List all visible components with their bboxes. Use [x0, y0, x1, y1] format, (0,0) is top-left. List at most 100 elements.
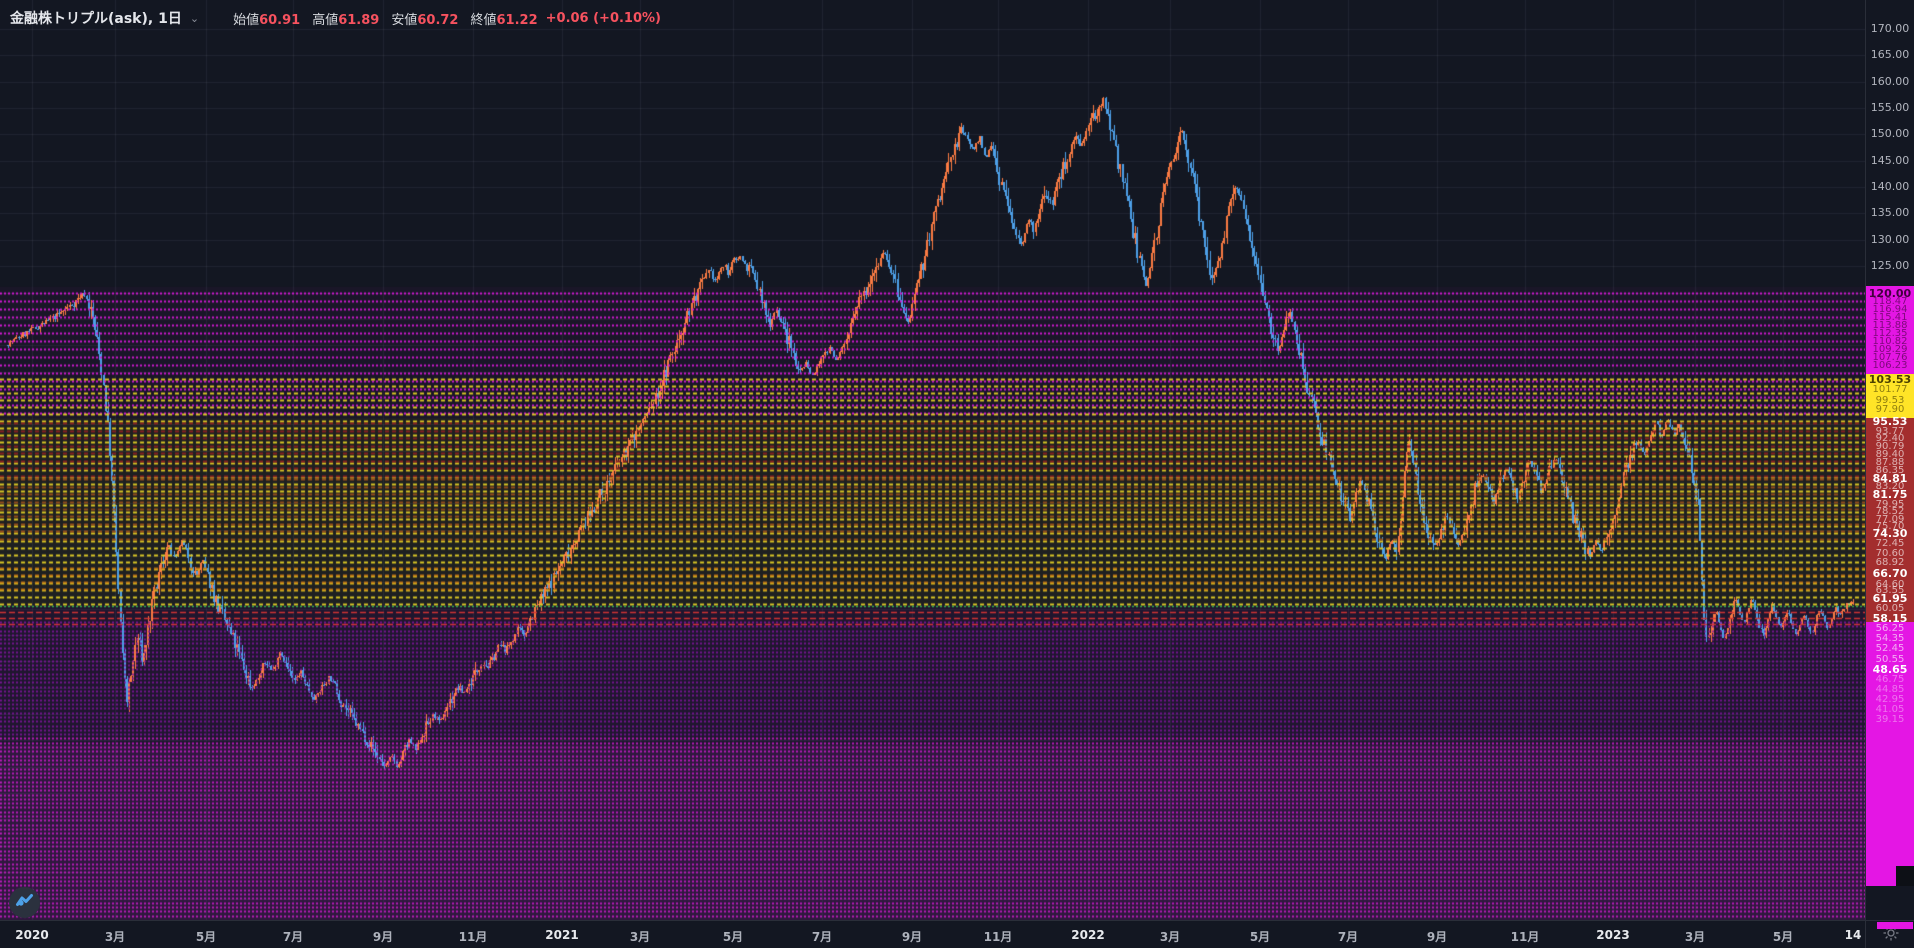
time-tick-label: 9月 [372, 930, 394, 944]
price-tick-label: 140.00 [1870, 180, 1910, 194]
tradingview-logo[interactable] [9, 887, 40, 918]
level-price-label: 52.45 [1875, 643, 1905, 655]
price-axis[interactable]: 170.00 165.00 160.00 155.00 150.00 145.00 140.… [1865, 0, 1914, 920]
level-price-label: 54.35 [1875, 633, 1905, 645]
level-price-label: 118.47 [1872, 295, 1908, 307]
level-price-label: 115.41 [1872, 311, 1908, 323]
level-price-label: 41.05 [1875, 703, 1905, 715]
level-price-label: 58.15 [1872, 612, 1908, 626]
price-tick-label: 165.00 [1870, 48, 1910, 62]
level-price-label: 101.77 [1872, 383, 1908, 395]
time-tick-label: 5月 [195, 930, 217, 944]
level-price-label: 48.65 [1872, 662, 1908, 676]
level-price-label: 63.55 [1875, 584, 1905, 596]
time-tick-label: 2023 [1596, 928, 1630, 942]
level-price-label: 42.95 [1875, 693, 1905, 705]
price-tick-label: 125.00 [1870, 259, 1910, 273]
level-price-label: 112.35 [1872, 327, 1908, 339]
time-tick-label: 11月 [458, 930, 488, 944]
level-label-block-magenta-top: 120.00 118.47 116.94 115.41 113.88 112.35 110.… [1866, 286, 1914, 374]
level-price-label: 83.20 [1875, 481, 1905, 493]
time-tick-label: 7月 [811, 930, 833, 944]
close-value: 終値61.22 [470, 9, 537, 28]
price-tick-label: 160.00 [1870, 74, 1910, 88]
level-price-label: 77.09 [1875, 513, 1905, 525]
level-price-label: 64.60 [1875, 579, 1905, 591]
level-price-label: 46.75 [1875, 673, 1905, 685]
change-badge: +0.06 (+0.10%) [545, 10, 661, 26]
level-price-label: 106.23 [1872, 360, 1908, 372]
price-tick-label: 145.00 [1870, 153, 1910, 167]
close-number: 61.22 [496, 12, 538, 28]
ohlc-row: 始値60.91 高値61.89 安値60.72 終値61.22 [233, 9, 538, 28]
level-price-label: 75.70 [1875, 520, 1905, 532]
time-tick-label: 7月 [1337, 930, 1359, 944]
interval-label: 1日 [158, 11, 182, 27]
time-tick-label: 3月 [104, 930, 126, 944]
time-tick-label: 2022 [1071, 928, 1105, 942]
low-label: 安値 [391, 12, 418, 28]
level-price-label: 68.92 [1875, 556, 1905, 568]
level-price-label: 107.76 [1872, 352, 1908, 363]
level-label-block-yellow: 103.53 101.77 99.53 97.90 [1866, 374, 1914, 418]
time-tick-label: 5月 [1772, 930, 1794, 944]
level-price-label: 60.05 [1875, 603, 1905, 615]
level-price-label: 61.95 [1872, 592, 1908, 606]
level-price-label: 99.53 [1875, 395, 1905, 407]
level-price-label: 113.88 [1872, 319, 1908, 331]
symbol-title[interactable]: 金融株トリプル(ask), 1日 [10, 11, 182, 27]
level-price-label: 116.94 [1872, 303, 1908, 315]
symbol-legend: 金融株トリプル(ask), 1日 ⌄ 始値60.91 高値61.89 安値60.… [10, 8, 661, 28]
level-price-label: 50.55 [1875, 653, 1905, 665]
time-tick-label: 3月 [1159, 930, 1181, 944]
level-price-label: 79.95 [1875, 498, 1905, 510]
level-price-label: 72.45 [1875, 538, 1905, 550]
time-tick-label: 3月 [1684, 930, 1706, 944]
price-tick-label: 155.00 [1870, 101, 1910, 115]
high-number: 61.89 [338, 12, 380, 28]
open-value: 始値60.91 [233, 9, 300, 28]
close-label: 終値 [470, 12, 497, 28]
high-label: 高値 [312, 12, 339, 28]
time-tick-label: 9月 [901, 930, 923, 944]
time-tick-label: 3月 [629, 930, 651, 944]
time-tick-label: 5月 [722, 930, 744, 944]
level-price-label: 89.40 [1875, 448, 1905, 460]
level-price-label: 120.00 [1868, 286, 1912, 300]
price-chart-canvas[interactable] [0, 0, 1865, 920]
time-tick-label: 5月 [1249, 930, 1271, 944]
level-price-label: 103.53 [1868, 373, 1912, 387]
level-price-label: 87.88 [1875, 456, 1905, 468]
price-tick-label: 130.00 [1870, 232, 1910, 246]
level-price-label: 93.77 [1875, 425, 1905, 437]
price-tick-label: 150.00 [1870, 127, 1910, 141]
price-tick-label: 170.00 [1870, 22, 1910, 35]
level-price-label: 97.90 [1875, 403, 1905, 415]
high-value: 高値61.89 [312, 9, 379, 28]
level-label-block-red: 95.53 93.77 92.40 90.79 89.40 87.88 86.35 84.81… [1866, 415, 1914, 626]
open-number: 60.91 [259, 12, 301, 28]
axis-notch [1896, 866, 1914, 886]
level-price-label: 95.53 [1872, 415, 1908, 429]
low-number: 60.72 [417, 12, 459, 28]
level-price-label: 44.85 [1875, 683, 1905, 695]
level-price-label: 66.70 [1872, 567, 1908, 581]
chevron-down-icon[interactable]: ⌄ [189, 11, 200, 25]
price-tick-label: 135.00 [1870, 206, 1910, 220]
time-tick-label: 9月 [1426, 930, 1448, 944]
time-tick-label: 2021 [545, 928, 579, 942]
level-price-label: 74.30 [1872, 527, 1908, 541]
level-price-label: 70.60 [1875, 547, 1905, 559]
time-axis[interactable]: 2020 3月 5月 7月 9月 11月 2021 3月 5月 7月 9月 11月 2022 3月 5月 7月… [0, 920, 1914, 948]
axis-corner-highlight [1877, 922, 1913, 929]
time-tick-label: 7月 [282, 930, 304, 944]
level-price-label: 84.81 [1872, 471, 1908, 485]
time-tick-label: 11月 [983, 930, 1013, 944]
time-tick-label: 2020 [15, 928, 49, 942]
level-label-block-magenta-bottom: 56.25 54.35 52.45 50.55 48.65 46.75 44.85 42.95… [1866, 622, 1914, 886]
level-price-label: 109.29 [1872, 343, 1908, 355]
open-label: 始値 [233, 12, 260, 28]
symbol-name: 金融株トリプル(ask) [10, 11, 148, 27]
level-price-label: 81.75 [1872, 488, 1908, 502]
